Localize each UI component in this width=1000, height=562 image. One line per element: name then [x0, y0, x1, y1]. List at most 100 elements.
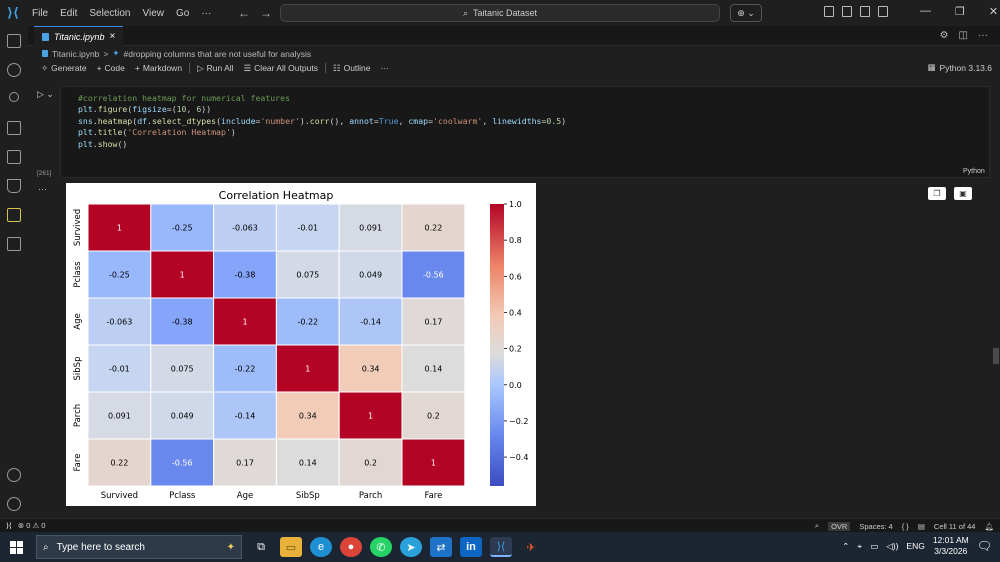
run-cell-button[interactable]: ▷ ⌄: [37, 89, 54, 99]
search-view-icon[interactable]: [7, 63, 21, 77]
toggle-panel-icon[interactable]: [860, 6, 870, 17]
menu-view[interactable]: View: [142, 7, 165, 19]
code-cell-editor[interactable]: [60, 86, 990, 178]
toggle-primary-sidebar-icon[interactable]: [842, 6, 852, 17]
cell-language[interactable]: Python: [963, 168, 985, 175]
copy-output-icon[interactable]: ❐: [928, 187, 946, 200]
remote-icon[interactable]: ⟩⟨: [6, 521, 12, 530]
accounts-icon[interactable]: [7, 468, 21, 482]
execution-count: [261]: [37, 170, 52, 177]
status-left: ⟩⟨ ⊗ 0 ⚠ 0: [6, 521, 45, 530]
python-icon[interactable]: [7, 208, 21, 222]
manage-gear-icon[interactable]: [7, 497, 21, 511]
volume-icon[interactable]: ◁)): [886, 540, 899, 551]
battery-icon[interactable]: ▭: [870, 540, 879, 551]
notification-center-icon[interactable]: 🗨︎: [976, 539, 992, 553]
vertical-scrollbar-thumb[interactable]: [993, 348, 999, 364]
cell-position[interactable]: Cell 11 of 44: [933, 521, 976, 531]
network-icon[interactable]: ⌖: [857, 540, 863, 551]
code-token: include: [221, 115, 256, 126]
minimize-icon[interactable]: —: [920, 5, 931, 17]
remote-desktop-icon[interactable]: ⇄: [430, 537, 452, 557]
more-actions-icon[interactable]: ···: [978, 30, 988, 41]
zoom-icon[interactable]: ⌕: [814, 521, 820, 530]
outline-button[interactable]: ☷ Outline: [328, 63, 376, 74]
tab-actions: ⚙ ◫ ···: [940, 30, 988, 41]
copilot-button[interactable]: ⊕ ⌄: [730, 4, 762, 22]
close-window-icon[interactable]: ✕: [988, 6, 999, 18]
generate-label: Generate: [51, 63, 87, 73]
code-token: (: [127, 104, 133, 115]
task-view-icon[interactable]: ⧉: [257, 540, 265, 553]
edge-browser-icon[interactable]: e: [310, 537, 332, 557]
breadcrumb-file[interactable]: Titanic.ipynb: [52, 48, 100, 59]
chrome-icon[interactable]: ●: [340, 537, 362, 557]
menu-file[interactable]: File: [32, 7, 49, 19]
run-all-button[interactable]: ▷ Run All: [192, 63, 238, 74]
generate-button[interactable]: ✧ Generate: [36, 63, 92, 74]
save-output-icon[interactable]: ▣: [954, 187, 972, 200]
command-center-search[interactable]: ⌕ Taitanic Dataset: [280, 4, 720, 22]
y-tick-labels: Survived Pclass Age SibSp Parch Fare: [73, 209, 83, 472]
tab-close-icon[interactable]: ×: [109, 31, 116, 42]
chevron-up-icon[interactable]: ⌃: [842, 540, 850, 551]
toolbar-more-button[interactable]: ···: [380, 63, 390, 73]
taskbar-clock[interactable]: 12:01 AM 3/3/2026: [933, 535, 969, 557]
anaconda-icon[interactable]: ✈: [526, 541, 536, 554]
menu-selection[interactable]: Selection: [89, 7, 131, 19]
code-token: (: [132, 115, 138, 126]
code-token: .: [92, 115, 98, 126]
breadcrumb-cell[interactable]: #dropping columns that are not useful fo…: [123, 48, 312, 59]
forward-arrow-icon[interactable]: →: [260, 6, 272, 20]
whatsapp-icon[interactable]: ✆: [370, 537, 392, 557]
output-more-icon[interactable]: ···: [38, 184, 47, 194]
notifications-bell-icon[interactable]: 🔔︎: [984, 521, 994, 531]
linkedin-icon[interactable]: in: [460, 537, 482, 557]
windows-start-icon[interactable]: [10, 541, 23, 554]
overwrite-mode[interactable]: OVR: [828, 521, 851, 531]
add-markdown-button[interactable]: + Markdown: [130, 63, 187, 73]
system-tray: ⌃ ⌖ ▭ ◁)) ENG 12:01 AM 3/3/2026 🗨︎: [842, 535, 992, 557]
add-code-button[interactable]: + Code: [92, 63, 130, 73]
menu-go[interactable]: Go: [176, 7, 190, 19]
heatmap-annotation: 0.075: [171, 365, 194, 374]
settings-gear-icon[interactable]: ⚙: [939, 30, 949, 41]
extensions-icon[interactable]: [7, 150, 21, 164]
breadcrumb: Titanic.ipynb > ✦ #dropping columns that…: [42, 48, 311, 59]
heatmap-annotation: 0.049: [359, 271, 382, 280]
file-explorer-icon[interactable]: ▭: [280, 537, 302, 557]
colorbar-tick-label: 0.8: [509, 236, 522, 245]
heatmap-annotation: 0.075: [296, 271, 319, 280]
run-debug-icon[interactable]: [7, 121, 21, 135]
restore-icon[interactable]: ❐: [955, 6, 965, 18]
testing-icon[interactable]: [7, 179, 21, 193]
language-mode-braces[interactable]: { }: [901, 521, 909, 531]
jupyter-icon[interactable]: [7, 237, 21, 251]
problems-indicator[interactable]: ⊗ 0 ⚠ 0: [17, 521, 46, 530]
menu-edit[interactable]: Edit: [60, 7, 78, 19]
toggle-secondary-sidebar-icon[interactable]: [878, 6, 888, 17]
explorer-icon[interactable]: [7, 34, 21, 48]
layout-customize-icon[interactable]: [824, 6, 834, 17]
telegram-icon[interactable]: ➤: [400, 537, 422, 557]
taskbar-search[interactable]: ⌕ Type here to search ✦: [36, 535, 242, 559]
clear-outputs-button[interactable]: ☰ Clear All Outputs: [239, 63, 323, 74]
outline-label: Outline: [343, 63, 371, 73]
vscode-taskbar-icon[interactable]: ⟩⟨: [490, 537, 512, 557]
code-token: select_dtypes: [151, 115, 217, 126]
code-token: cmap: [408, 115, 429, 126]
input-language[interactable]: ENG: [906, 541, 925, 551]
menu-more[interactable]: ···: [201, 7, 212, 19]
code-token: .: [92, 104, 98, 115]
back-arrow-icon[interactable]: ←: [238, 6, 250, 20]
kernel-picker[interactable]: ▦ Python 3.13.6: [928, 62, 993, 73]
windows-taskbar: ⌕ Type here to search ✦ ⧉ ▭ e ● ✆ ➤ ⇄ in…: [0, 532, 1000, 562]
code-content[interactable]: #correlation heatmap for numerical featu…: [78, 93, 566, 150]
code-token: ,: [398, 115, 409, 126]
code-token: .: [92, 138, 98, 149]
indentation-indicator[interactable]: Spaces: 4: [859, 521, 893, 531]
source-control-icon[interactable]: [9, 92, 19, 102]
split-editor-icon[interactable]: ◫: [958, 30, 968, 41]
tab-titanic-notebook[interactable]: Titanic.ipynb ×: [34, 26, 124, 46]
heatmap-cell: [87, 391, 152, 440]
